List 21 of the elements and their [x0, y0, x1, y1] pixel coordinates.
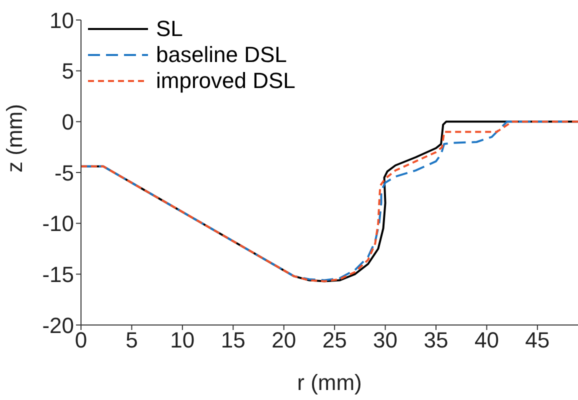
- legend-label: improved DSL: [156, 68, 296, 94]
- y-tick-label: 5: [62, 58, 74, 84]
- x-tick-label: 40: [474, 328, 499, 353]
- x-tick-label: 35: [424, 328, 448, 353]
- y-axis-title: z (mm): [2, 104, 27, 172]
- x-tick-label: 45: [525, 328, 550, 353]
- y-tick-label: 10: [50, 8, 74, 33]
- x-tick-label: 5: [126, 328, 138, 353]
- x-tick-label: 15: [220, 328, 246, 353]
- x-tick-label: 25: [322, 328, 347, 353]
- y-tick-label: -20: [42, 312, 74, 338]
- legend-label: baseline DSL: [156, 42, 287, 68]
- x-tick-label: 30: [373, 328, 398, 353]
- y-tick-label: 0: [62, 109, 74, 134]
- x-tick-label: 20: [272, 328, 296, 353]
- y-tick-label: -15: [42, 262, 74, 287]
- legend-label: SL: [156, 16, 183, 42]
- y-tick-label: -10: [42, 211, 74, 236]
- y-tick-label: -5: [54, 160, 74, 186]
- x-tick-label: 10: [170, 328, 195, 353]
- x-axis-title: r (mm): [297, 370, 362, 395]
